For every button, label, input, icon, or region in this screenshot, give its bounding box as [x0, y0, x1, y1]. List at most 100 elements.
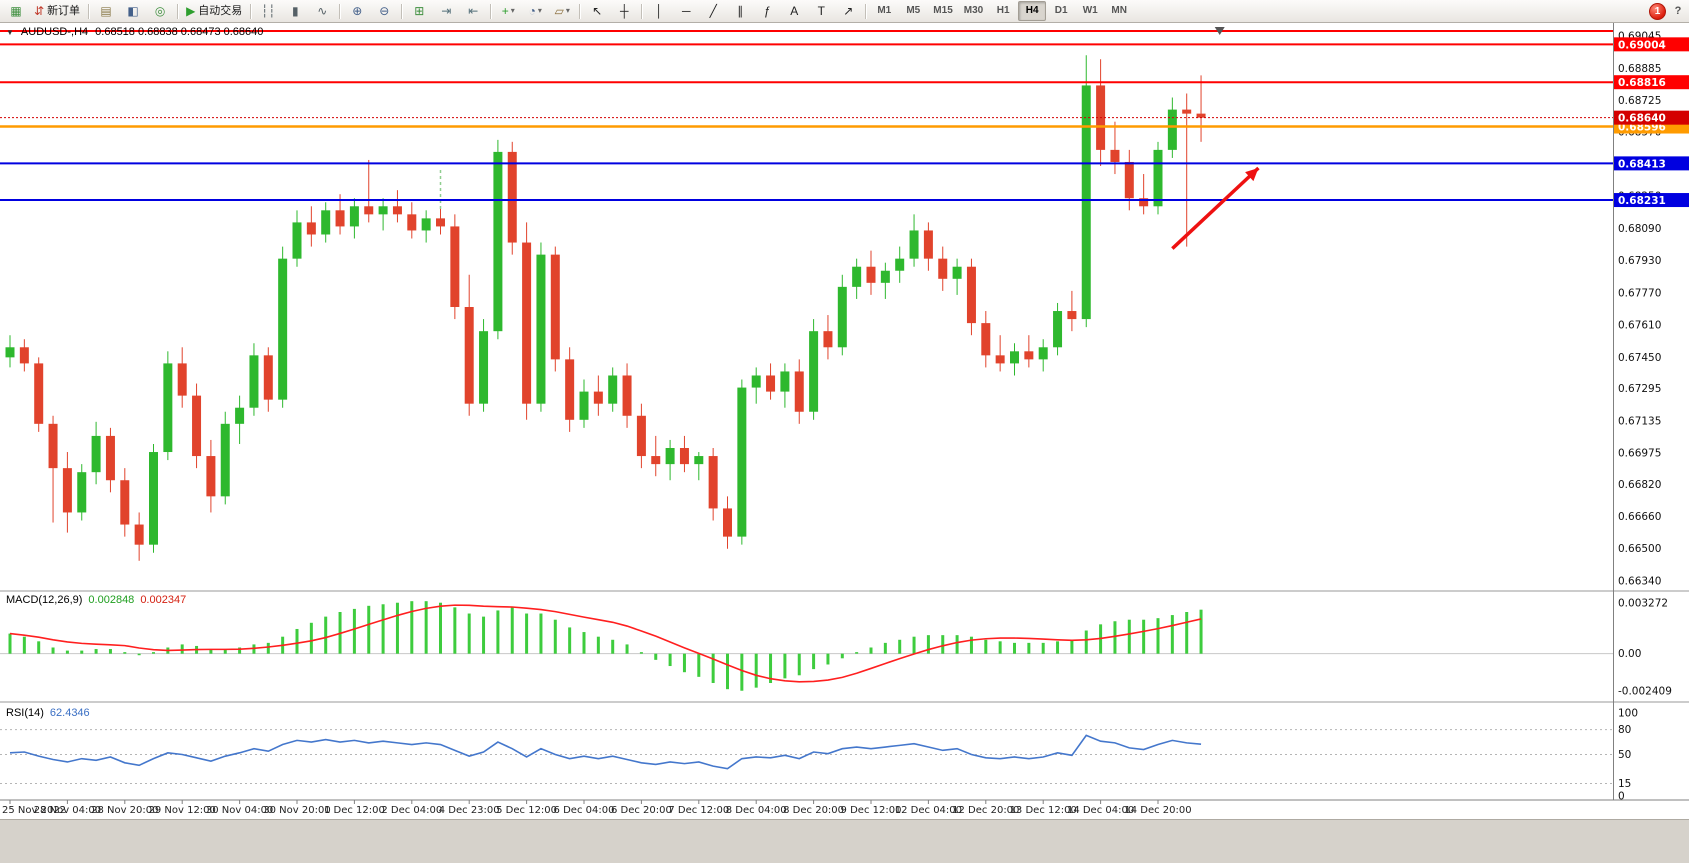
- channel-icon: ∥: [737, 4, 744, 18]
- arrows-tool-button[interactable]: ↗: [835, 1, 861, 21]
- chart-shift-icon: ⇤: [468, 4, 479, 18]
- tile-windows-button[interactable]: ⊞: [406, 1, 432, 21]
- svg-text:0.69004: 0.69004: [1618, 39, 1666, 51]
- svg-text:7 Dec 12:00: 7 Dec 12:00: [668, 805, 729, 816]
- new-order-label: 新订单: [47, 5, 81, 17]
- hline-0.68596[interactable]: 0.68596: [0, 119, 1689, 134]
- svg-text:0.67450: 0.67450: [1618, 352, 1661, 364]
- timeframe-w1-button[interactable]: W1: [1082, 5, 1098, 16]
- chart-shift-button[interactable]: ⇤: [460, 1, 486, 21]
- notifications-badge[interactable]: 1: [1649, 2, 1666, 20]
- svg-text:0.00: 0.00: [1618, 648, 1641, 660]
- toolbar-right: 1 ?: [1649, 2, 1686, 20]
- toolbar-separator: [177, 3, 179, 19]
- timeframe-d1-button[interactable]: D1: [1054, 5, 1068, 16]
- svg-text:25 Nov 2022: 25 Nov 2022: [2, 805, 66, 816]
- toolbar-separator: [250, 3, 252, 19]
- hline-0.69004[interactable]: 0.69004: [0, 37, 1689, 52]
- market-watch-icon: ◧: [127, 4, 139, 18]
- templates-icon: ▱: [554, 4, 564, 18]
- timeframe-m1-button[interactable]: M1: [877, 5, 892, 16]
- market-watch-button[interactable]: ◧: [120, 1, 146, 21]
- svg-text:5 Dec 12:00: 5 Dec 12:00: [496, 805, 557, 816]
- autotrading-icon: ▶: [186, 4, 196, 18]
- auto-scroll-button[interactable]: ⇥: [433, 1, 459, 21]
- templates-button[interactable]: ▱ ▾: [549, 1, 575, 21]
- new-order-button[interactable]: ⇵ 新订单: [30, 1, 84, 21]
- fibonacci-icon: ƒ: [763, 4, 771, 18]
- fibonacci-button[interactable]: ƒ: [754, 1, 780, 21]
- svg-text:4 Dec 23:00: 4 Dec 23:00: [439, 805, 500, 816]
- svg-text:0.68231: 0.68231: [1618, 195, 1666, 207]
- zoom-in-button[interactable]: ⊕: [344, 1, 370, 21]
- bar-chart-icon: ┆┆: [261, 4, 276, 18]
- bar-chart-button[interactable]: ┆┆: [255, 1, 281, 21]
- collapse-icon[interactable]: ▼: [6, 27, 14, 37]
- strategy-tester-button[interactable]: ◎: [147, 1, 173, 21]
- timeframe-mn-button[interactable]: MN: [1111, 5, 1127, 16]
- chart-window: 0.690450.688850.687250.685700.684100.682…: [0, 23, 1689, 863]
- chart-shift-marker[interactable]: [1214, 27, 1225, 35]
- main-toolbar: ▦ ⇵ 新订单 ▤ ◧ ◎ ▶ 自动交易 ┆┆ ▮ ∿ ⊕ ⊖ ⊞ ⇥ ⇤ + ▾ ◔ ▾ ▱ ▾ ↖ ┼ │ ─ ╱ ∥ ƒ A T ↗ M1…: [0, 0, 1689, 23]
- timeframe-h4-button[interactable]: H4: [1018, 1, 1047, 21]
- new-chart-button[interactable]: ▦: [3, 1, 29, 21]
- price-tag-0.68640: 0.68640: [1614, 110, 1689, 125]
- cursor-icon: ↖: [592, 4, 603, 18]
- timeframe-h1-button[interactable]: H1: [996, 5, 1010, 16]
- timeframe-m30-button[interactable]: M30: [963, 5, 984, 16]
- timeframe-m5-button[interactable]: M5: [906, 5, 921, 16]
- toolbar-separator: [865, 3, 867, 19]
- hline-0.68816[interactable]: 0.68816: [0, 75, 1689, 90]
- hline-0.68413[interactable]: 0.68413: [0, 156, 1689, 171]
- svg-text:0.66500: 0.66500: [1618, 543, 1661, 555]
- autotrading-button[interactable]: ▶ 自动交易: [182, 1, 246, 21]
- indicators-button[interactable]: + ▾: [495, 1, 521, 21]
- svg-text:28 Nov 20:00: 28 Nov 20:00: [91, 805, 158, 816]
- trendline-button[interactable]: ╱: [700, 1, 726, 21]
- timeframe-m15-button[interactable]: M15: [933, 5, 953, 16]
- svg-text:13 Dec 12:00: 13 Dec 12:00: [1010, 805, 1077, 816]
- zoom-out-button[interactable]: ⊖: [371, 1, 397, 21]
- line-chart-button[interactable]: ∿: [309, 1, 335, 21]
- candlestick-series: [5, 55, 1206, 561]
- text-button[interactable]: A: [781, 1, 807, 21]
- periods-dropdown[interactable]: ▾: [537, 6, 542, 15]
- vertical-line-button[interactable]: │: [646, 1, 672, 21]
- horizontal-line-button[interactable]: ─: [673, 1, 699, 21]
- profiles-button[interactable]: ▤: [93, 1, 119, 21]
- rsi-value: 62.4346: [49, 707, 90, 719]
- crosshair-icon: ┼: [620, 4, 629, 18]
- svg-text:0.67295: 0.67295: [1618, 383, 1661, 395]
- svg-text:0.67610: 0.67610: [1618, 320, 1661, 332]
- indicators-dropdown[interactable]: ▾: [510, 6, 515, 15]
- svg-text:0.67930: 0.67930: [1618, 255, 1661, 267]
- periods-button[interactable]: ◔ ▾: [522, 1, 548, 21]
- macd-panel: 0.003272 0.00 -0.002409: [0, 598, 1672, 697]
- crosshair-button[interactable]: ┼: [611, 1, 637, 21]
- hline-0.68231[interactable]: 0.68231: [0, 193, 1689, 208]
- profiles-icon: ▤: [100, 4, 112, 18]
- text-label-button[interactable]: T: [808, 1, 834, 21]
- chart-canvas[interactable]: 0.690450.688850.687250.685700.684100.682…: [0, 23, 1689, 862]
- macd-value-signal: 0.002347: [140, 594, 187, 606]
- svg-text:0.68816: 0.68816: [1618, 77, 1666, 89]
- help-button[interactable]: ?: [1674, 5, 1682, 17]
- channel-button[interactable]: ∥: [727, 1, 753, 21]
- arrow-annotation[interactable]: [1171, 166, 1260, 250]
- svg-text:50: 50: [1618, 749, 1631, 761]
- vertical-line-icon: │: [655, 4, 664, 18]
- new-order-icon: ⇵: [34, 4, 45, 18]
- price-tag-0.68231: 0.68231: [1614, 193, 1689, 208]
- cursor-button[interactable]: ↖: [584, 1, 610, 21]
- candlestick-chart-button[interactable]: ▮: [282, 1, 308, 21]
- svg-text:0: 0: [1618, 791, 1625, 803]
- svg-text:0.003272: 0.003272: [1618, 598, 1668, 610]
- svg-text:12 Dec 04:00: 12 Dec 04:00: [895, 805, 962, 816]
- svg-text:9 Dec 12:00: 9 Dec 12:00: [841, 805, 902, 816]
- templates-dropdown[interactable]: ▾: [565, 6, 570, 15]
- arrows-tool-icon: ↗: [843, 4, 854, 18]
- svg-text:0.66660: 0.66660: [1618, 511, 1661, 523]
- price-tag-0.68413: 0.68413: [1614, 156, 1689, 171]
- auto-scroll-icon: ⇥: [441, 4, 452, 18]
